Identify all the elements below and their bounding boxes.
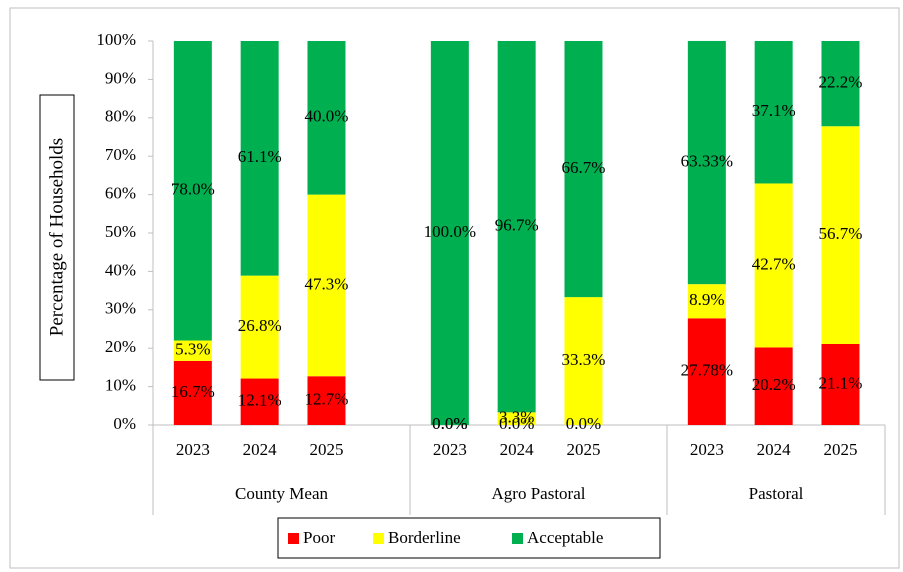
x-tick-label: 2023	[433, 440, 467, 459]
data-label: 20.2%	[752, 375, 796, 394]
y-axis-title: Percentage of Households	[46, 138, 67, 336]
data-label: 78.0%	[171, 180, 215, 199]
x-tick-label: 2025	[823, 440, 857, 459]
legend-label: Borderline	[388, 528, 461, 547]
group-label: Pastoral	[749, 484, 804, 503]
y-tick-label: 50%	[105, 222, 136, 241]
bar-segment	[821, 343, 860, 425]
bar-segment	[821, 126, 860, 344]
y-tick-label: 90%	[105, 68, 136, 87]
x-tick-label: 2025	[566, 440, 600, 459]
data-label: 0.0%	[432, 414, 467, 433]
data-label: 8.9%	[689, 290, 724, 309]
data-label: 33.3%	[562, 350, 606, 369]
data-label: 21.1%	[819, 373, 863, 392]
bar-segment	[687, 318, 726, 425]
y-tick-label: 80%	[105, 107, 136, 126]
y-tick-label: 0%	[113, 414, 136, 433]
bar-segment	[240, 378, 279, 425]
data-label: 5.3%	[175, 340, 210, 359]
data-label: 37.1%	[752, 101, 796, 120]
x-tick-label: 2023	[176, 440, 210, 459]
x-tick-label: 2024	[243, 440, 278, 459]
legend-label: Acceptable	[527, 528, 603, 547]
x-tick-label: 2025	[309, 440, 343, 459]
bar-segment	[240, 41, 279, 276]
bar-segment	[307, 41, 346, 195]
data-label: 100.0%	[424, 222, 476, 241]
bar-segment	[173, 340, 212, 361]
y-tick-label: 100%	[96, 30, 136, 49]
x-tick-label: 2024	[500, 440, 535, 459]
data-label: 0.0%	[432, 414, 467, 433]
data-label: 61.1%	[238, 147, 282, 166]
bar-segment	[430, 41, 469, 425]
legend-swatch	[288, 533, 299, 544]
data-label: 0.0%	[499, 414, 534, 433]
bar-segment	[821, 41, 860, 127]
legend-box	[277, 517, 661, 559]
y-tick-label: 70%	[105, 145, 136, 164]
bar-segment	[307, 376, 346, 425]
y-tick-label: 40%	[105, 260, 136, 279]
y-tick-label: 20%	[105, 337, 136, 356]
bar-segment	[754, 183, 793, 348]
group-label: County Mean	[235, 484, 329, 503]
data-label: 26.8%	[238, 316, 282, 335]
data-label: 3.3%	[499, 408, 534, 427]
group-label: Agro Pastoral	[492, 484, 586, 503]
bar-segment	[564, 297, 603, 425]
data-label: 40.0%	[305, 107, 349, 126]
y-tick-label: 60%	[105, 184, 136, 203]
y-axis-title-box	[39, 94, 75, 381]
bar-segment	[240, 275, 279, 379]
data-label: 96.7%	[495, 216, 539, 235]
data-label: 56.7%	[819, 224, 863, 243]
bar-segment	[687, 40, 726, 285]
bar-segment	[173, 360, 212, 425]
data-label: 12.7%	[305, 390, 349, 409]
bar-segment	[754, 41, 793, 184]
x-tick-label: 2023	[690, 440, 724, 459]
bar-segment	[307, 194, 346, 377]
data-label: 63.33%	[681, 151, 733, 170]
bar-segment	[173, 41, 212, 341]
legend-swatch	[512, 533, 523, 544]
data-label: 66.7%	[562, 158, 606, 177]
data-label: 16.7%	[171, 382, 215, 401]
bar-segment	[754, 347, 793, 425]
data-label: 47.3%	[305, 274, 349, 293]
bar-segment	[687, 284, 726, 319]
data-label: 27.78%	[681, 361, 733, 380]
data-label: 42.7%	[752, 254, 796, 273]
bar-segment	[497, 41, 536, 413]
y-tick-label: 10%	[105, 376, 136, 395]
y-tick-label: 30%	[105, 299, 136, 318]
x-tick-label: 2024	[757, 440, 792, 459]
legend-label: Poor	[303, 528, 335, 547]
bar-segment	[497, 412, 536, 425]
data-label: 22.2%	[819, 73, 863, 92]
data-label: 0.0%	[566, 414, 601, 433]
data-label: 12.1%	[238, 391, 282, 410]
legend-swatch	[373, 533, 384, 544]
bar-segment	[564, 41, 603, 298]
